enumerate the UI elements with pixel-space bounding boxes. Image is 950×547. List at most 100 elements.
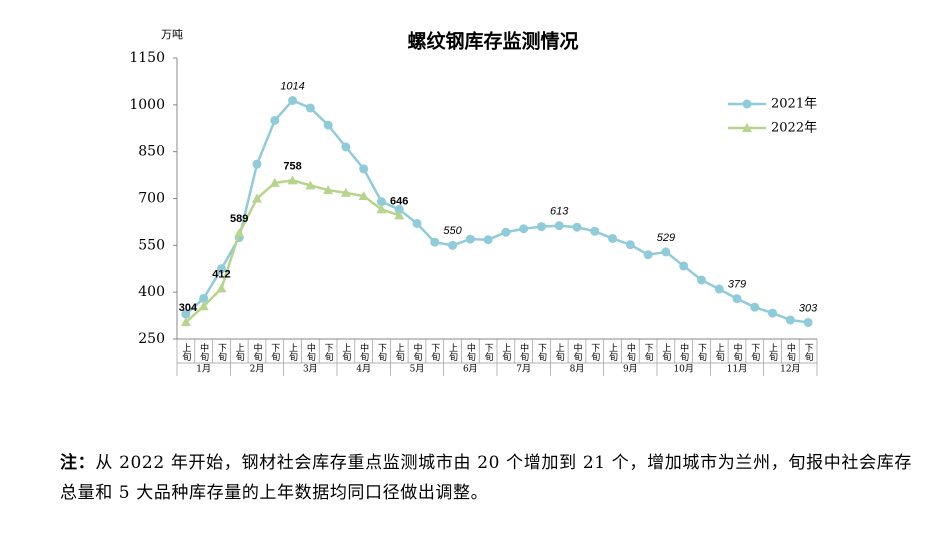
y-axis-label: 万吨 xyxy=(161,28,183,41)
x-tick-label: 下旬 xyxy=(323,343,334,362)
x-tick-label: 中旬 xyxy=(465,342,476,362)
x-tick-label: 中旬 xyxy=(305,342,316,362)
marker xyxy=(742,99,752,109)
group-label: 4月 xyxy=(356,364,371,375)
marker xyxy=(341,142,351,152)
x-tick-label: 下旬 xyxy=(643,343,654,362)
x-tick-label: 下旬 xyxy=(803,343,814,362)
x-tick-label: 中旬 xyxy=(358,342,369,362)
data-label: 529 xyxy=(657,232,675,244)
group-label: 6月 xyxy=(463,364,478,375)
data-label: 589 xyxy=(230,213,248,225)
marker xyxy=(696,275,706,285)
data-label: 379 xyxy=(728,279,746,291)
x-tick-label: 下旬 xyxy=(429,343,440,362)
x-tick-label: 上旬 xyxy=(714,343,725,362)
marker xyxy=(430,237,440,247)
y-tick-label: 400 xyxy=(138,284,165,300)
x-tick-label: 下旬 xyxy=(749,343,760,362)
marker xyxy=(501,227,511,237)
data-label: 646 xyxy=(390,195,408,207)
marker xyxy=(252,193,262,203)
marker xyxy=(750,302,760,312)
group-label: 7月 xyxy=(516,364,531,375)
group-label: 2月 xyxy=(250,364,265,375)
marker xyxy=(483,235,493,245)
group-label: 9月 xyxy=(623,364,638,375)
marker xyxy=(803,317,813,327)
x-tick-label: 上旬 xyxy=(500,343,511,362)
data-label: 412 xyxy=(212,268,230,280)
group-label: 12月 xyxy=(780,364,800,375)
data-label: 304 xyxy=(179,302,198,314)
x-tick-label: 上旬 xyxy=(287,343,298,362)
x-tick-label: 中旬 xyxy=(572,342,583,362)
x-tick-label: 上旬 xyxy=(767,343,778,362)
y-tick-label: 1150 xyxy=(129,50,165,66)
marker xyxy=(572,222,582,232)
legend-label: 2021年 xyxy=(771,97,817,112)
x-tick-label: 中旬 xyxy=(252,342,263,362)
group-label: 3月 xyxy=(303,364,318,375)
marker xyxy=(714,284,724,294)
marker xyxy=(412,218,422,228)
group-label: 5月 xyxy=(410,364,425,375)
data-label: 303 xyxy=(799,302,818,314)
y-tick-label: 700 xyxy=(138,191,165,207)
marker xyxy=(625,240,635,250)
marker xyxy=(252,159,262,169)
x-tick-label: 下旬 xyxy=(376,343,387,362)
marker xyxy=(269,177,280,187)
marker xyxy=(394,210,405,220)
chart-title: 螺纹钢库存监测情况 xyxy=(407,30,578,53)
marker xyxy=(323,120,333,130)
marker xyxy=(394,204,404,214)
marker xyxy=(742,123,752,132)
data-label: 1014 xyxy=(280,80,304,92)
note: 注：从 2022 年开始，钢材社会库存重点监测城市由 20 个增加到 21 个，… xyxy=(60,448,912,508)
marker xyxy=(305,180,316,190)
y-tick-label: 550 xyxy=(138,237,165,253)
x-tick-label: 下旬 xyxy=(536,343,547,362)
group-label: 10月 xyxy=(673,364,693,375)
y-tick-label: 250 xyxy=(138,331,165,347)
marker xyxy=(199,293,209,303)
marker xyxy=(554,221,564,231)
marker xyxy=(216,264,226,274)
marker xyxy=(768,308,778,318)
marker xyxy=(536,222,546,232)
marker xyxy=(376,197,386,207)
marker xyxy=(323,185,334,195)
x-tick-label: 中旬 xyxy=(678,342,689,362)
x-tick-label: 上旬 xyxy=(234,343,245,362)
marker xyxy=(180,317,191,327)
series-line xyxy=(185,179,400,324)
x-tick-label: 下旬 xyxy=(216,343,227,362)
marker xyxy=(181,309,191,319)
marker xyxy=(679,261,689,271)
y-tick-label: 1000 xyxy=(129,97,165,113)
data-label: 550 xyxy=(443,225,462,237)
x-tick-label: 中旬 xyxy=(412,342,423,362)
marker xyxy=(234,228,245,238)
marker xyxy=(340,187,351,197)
x-tick-label: 下旬 xyxy=(589,343,600,362)
marker xyxy=(198,301,209,311)
x-tick-label: 上旬 xyxy=(394,343,405,362)
marker xyxy=(643,250,653,260)
x-tick-label: 下旬 xyxy=(483,343,494,362)
y-tick-label: 850 xyxy=(138,144,165,160)
note-text: 从 2022 年开始，钢材社会库存重点监测城市由 20 个增加到 21 个，增加… xyxy=(60,453,913,503)
group-label: 11月 xyxy=(727,364,747,375)
group-label: 8月 xyxy=(570,364,585,375)
x-tick-label: 中旬 xyxy=(198,342,209,362)
x-tick-label: 上旬 xyxy=(447,343,458,362)
marker xyxy=(288,95,298,105)
note-label: 注： xyxy=(60,453,96,473)
marker xyxy=(448,240,458,250)
x-tick-label: 中旬 xyxy=(518,342,529,362)
x-tick-label: 上旬 xyxy=(180,343,191,362)
marker xyxy=(732,294,742,304)
